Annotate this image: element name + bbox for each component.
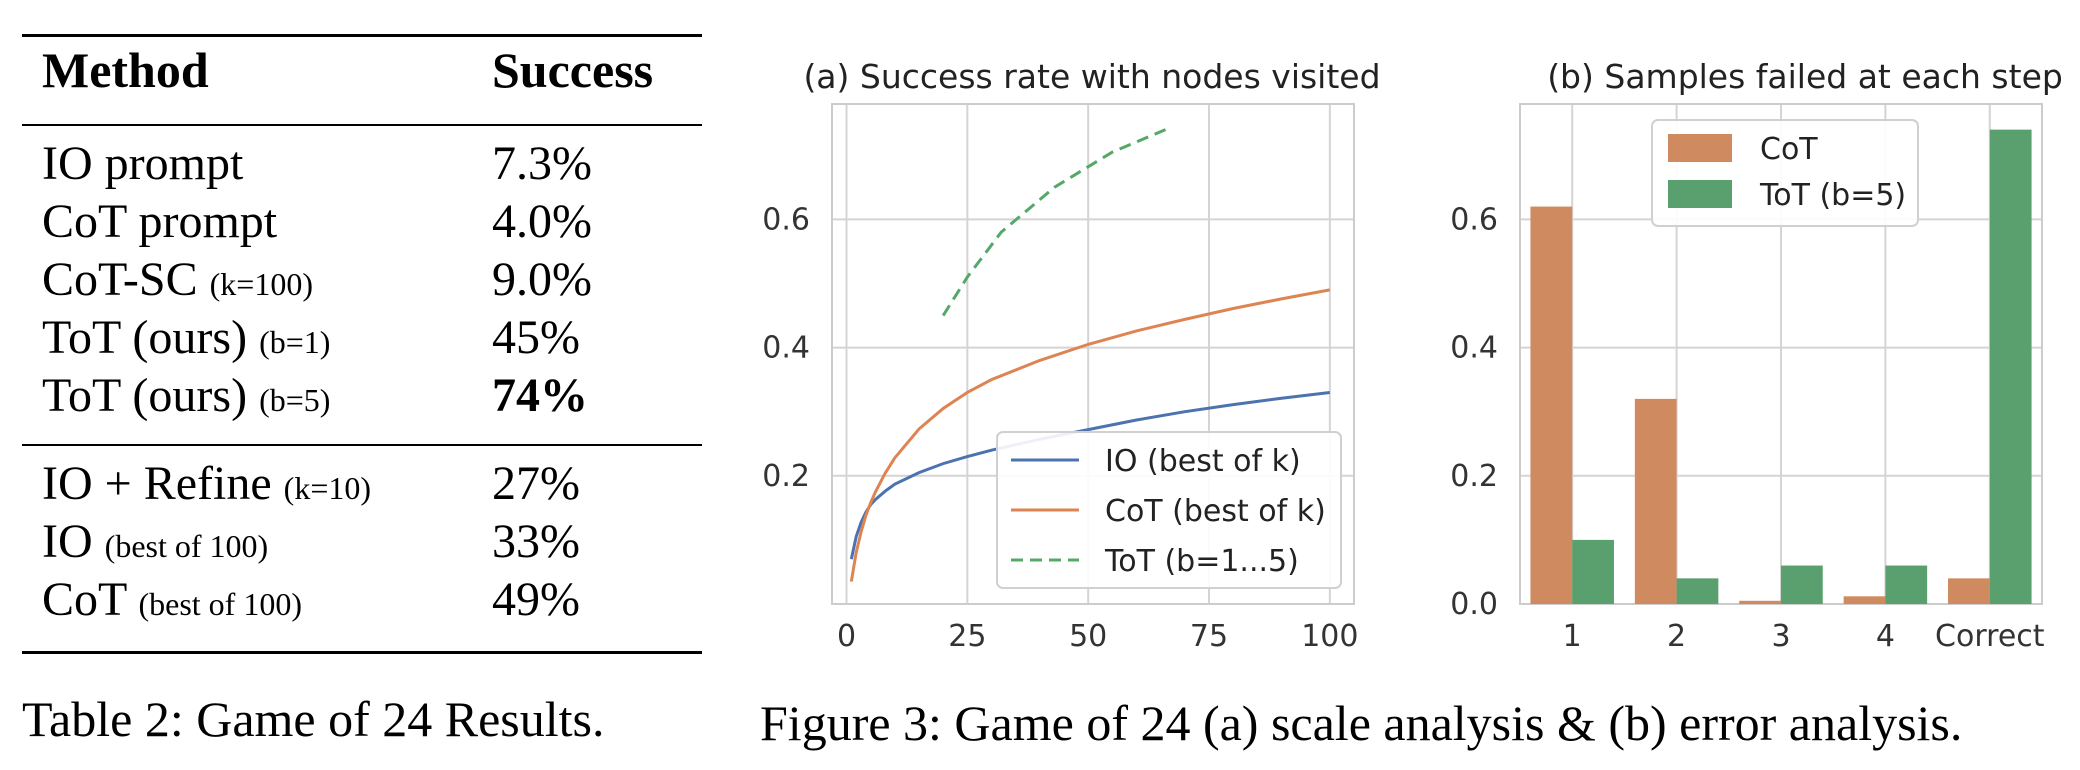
figure-caption: Figure 3: Game of 24 (a) scale analysis … — [760, 695, 1963, 751]
table-row-method: IO (best of 100) — [42, 516, 268, 572]
y-tick-label: 0.2 — [762, 459, 810, 494]
method-label: ToT (ours) — [42, 311, 248, 364]
y-tick-label: 0.4 — [1450, 331, 1498, 366]
column-header-success: Success — [492, 42, 654, 98]
table-caption: Table 2: Game of 24 Results. — [22, 691, 605, 747]
method-note: (k=100) — [209, 266, 313, 302]
bar — [1572, 539, 1614, 604]
method-label: CoT-SC — [42, 253, 198, 306]
x-tick-label: Correct — [1935, 619, 2045, 654]
bar — [1676, 578, 1719, 604]
table-bottom-rule — [22, 651, 702, 654]
bar — [1530, 206, 1573, 605]
x-tick-label: 100 — [1301, 619, 1358, 654]
method-label: IO + Refine — [42, 457, 272, 510]
table-row-success: 49% — [492, 573, 580, 626]
table-row-success: 33% — [492, 515, 580, 568]
bar — [1781, 565, 1823, 604]
table-row-method: CoT prompt — [42, 196, 277, 248]
table-row-success: 27% — [492, 457, 580, 510]
chart-b-title: (b) Samples failed at each step — [1547, 57, 2063, 96]
chart-b-bars — [1530, 129, 2032, 605]
y-tick-label: 0.0 — [1450, 587, 1498, 622]
table-row-method: CoT-SC (k=100) — [42, 254, 313, 310]
x-tick-label: 2 — [1667, 619, 1686, 654]
table-header-rule — [22, 124, 702, 126]
column-header-method: Method — [42, 42, 209, 98]
bar — [1989, 129, 2032, 604]
y-tick-label: 0.2 — [1450, 459, 1498, 494]
bar — [1885, 565, 1928, 604]
table-row-method: ToT (ours) (b=5) — [42, 370, 330, 426]
table-row-method: CoT (best of 100) — [42, 574, 302, 630]
table-row-success: 4.0% — [492, 195, 592, 248]
method-note: (best of 100) — [138, 586, 302, 622]
method-label: ToT (ours) — [42, 369, 248, 422]
table-row-method: IO + Refine (k=10) — [42, 458, 371, 514]
legend-label: ToT (b=5) — [1759, 178, 1906, 213]
legend-swatch — [1668, 134, 1732, 162]
table-top-rule — [22, 34, 702, 37]
chart-samples-failed: (b) Samples failed at each step 0.00.20.… — [1450, 57, 2063, 654]
method-note: (best of 100) — [104, 528, 269, 564]
y-tick-label: 0.6 — [762, 202, 810, 237]
bar — [1948, 578, 1990, 604]
method-note: (b=5) — [259, 382, 331, 418]
legend-swatch — [1668, 180, 1732, 208]
legend-label: CoT — [1760, 132, 1818, 167]
table-group-rule — [22, 444, 702, 446]
series-line — [849, 288, 1331, 582]
table-row-method: ToT (ours) (b=1) — [42, 312, 330, 368]
bar — [1739, 600, 1781, 604]
table-row-success: 45% — [492, 311, 580, 364]
bar — [1843, 596, 1886, 604]
legend-label: CoT (best of k) — [1105, 494, 1326, 529]
table-row-method: IO prompt — [42, 138, 243, 190]
x-tick-label: 0 — [837, 619, 856, 654]
legend-box — [996, 431, 1342, 589]
chart-a-frame — [831, 103, 1355, 605]
method-label: IO prompt — [42, 137, 244, 190]
x-tick-label: 4 — [1876, 619, 1895, 654]
table-row-success-best: 74% — [492, 369, 588, 422]
chart-a-series — [849, 128, 1331, 582]
table-row-success: 9.0% — [492, 253, 592, 306]
method-label: IO — [42, 515, 93, 568]
y-tick-label: 0.4 — [762, 331, 810, 366]
y-tick-label: 0.6 — [1450, 202, 1498, 237]
legend-label: ToT (b=1...5) — [1104, 544, 1299, 579]
bar — [1634, 398, 1677, 604]
method-label: CoT prompt — [42, 195, 278, 248]
chart-b-legend: CoT ToT (b=5) — [1651, 119, 1919, 227]
x-tick-label: 3 — [1771, 619, 1790, 654]
x-tick-label: 25 — [948, 619, 986, 654]
x-tick-label: 1 — [1563, 619, 1582, 654]
method-note: (b=1) — [259, 324, 331, 360]
table-row-success: 7.3% — [492, 137, 592, 190]
legend-label: IO (best of k) — [1105, 444, 1301, 479]
chart-a-title: (a) Success rate with nodes visited — [803, 57, 1380, 96]
x-tick-label: 75 — [1190, 619, 1228, 654]
series-line — [941, 128, 1167, 317]
chart-a-tick-labels: 0 25 50 75 100 0.2 0.4 0.6 — [762, 202, 1358, 654]
chart-b-tick-labels: 0.0 0.2 0.4 0.6 1 2 3 4 Correct — [1450, 202, 2045, 654]
chart-a-legend: IO (best of k) CoT (best of k) ToT (b=1...… — [996, 431, 1342, 589]
x-tick-label: 50 — [1069, 619, 1107, 654]
method-note: (k=10) — [283, 470, 372, 506]
method-label: CoT — [42, 573, 127, 626]
chart-success-rate: (a) Success rate with nodes visited 0 25 5… — [762, 57, 1380, 654]
